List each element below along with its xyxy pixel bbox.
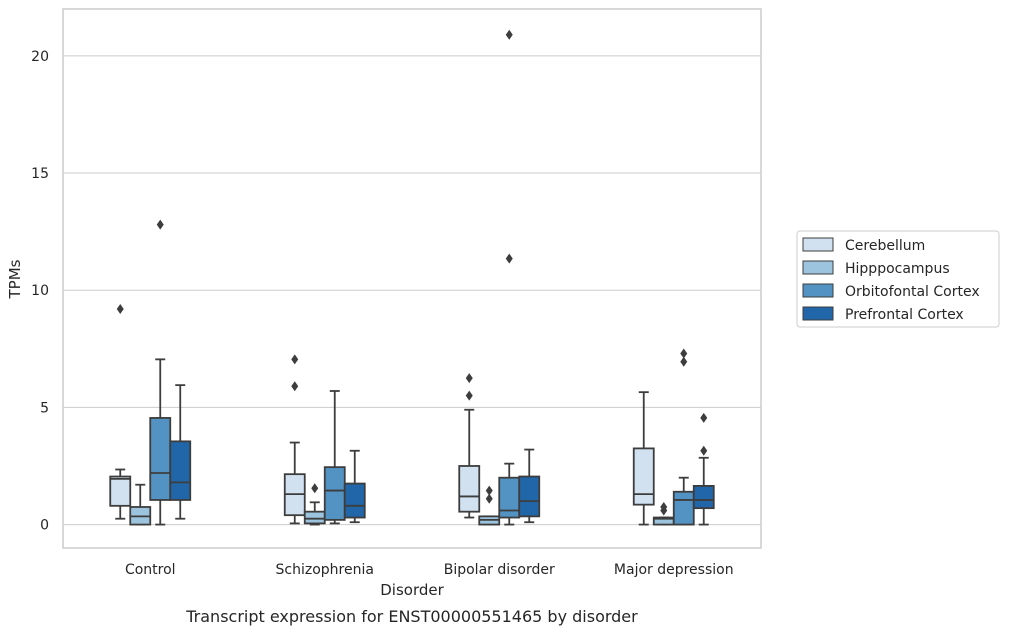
x-axis-label: Disorder: [380, 581, 444, 599]
legend-swatch: [802, 237, 834, 252]
box-body: [303, 510, 326, 525]
axes: 0 5 10 15 20 Control Schizophrenia Bipolar diso…: [31, 8, 762, 578]
legend-label: Prefrontal Cortex: [845, 307, 964, 323]
outlier-point: [505, 253, 513, 264]
outlier-point: [465, 373, 473, 384]
box-hipppocampus: [303, 483, 326, 526]
outlier-point: [700, 412, 708, 423]
legend-label: Orbitofontal Cortex: [845, 284, 980, 300]
outlier-point: [700, 445, 708, 456]
legend-swatch: [802, 260, 834, 275]
box-prefrontal-cortex: [692, 412, 715, 526]
box-body: [632, 447, 655, 506]
outlier-point: [156, 219, 164, 230]
box-body: [323, 466, 346, 521]
outlier-point: [680, 348, 688, 359]
box-orbitofontal-cortex: [323, 390, 346, 525]
box-series: [109, 29, 715, 526]
outlier-point: [291, 354, 299, 365]
y-axis-label: TPMs: [6, 259, 24, 299]
legend-frame: [796, 230, 1000, 328]
box-orbitofontal-cortex: [498, 29, 521, 526]
outlier-point: [680, 356, 688, 367]
box-cerebellum: [109, 303, 132, 520]
x-tick-label: Control: [125, 562, 176, 578]
x-tick-label: Major depression: [614, 562, 734, 578]
plot-frame: [62, 8, 762, 549]
outlier-point: [116, 303, 124, 314]
legend-label: Hipppocampus: [845, 261, 950, 277]
y-tick-label: 20: [31, 49, 49, 65]
box-prefrontal-cortex: [518, 448, 541, 524]
box-orbitofontal-cortex: [149, 219, 172, 526]
y-tick-label: 10: [31, 283, 49, 299]
legend-label: Cerebellum: [845, 238, 925, 254]
box-body: [169, 440, 192, 501]
y-tick-label: 15: [31, 166, 49, 182]
x-tick-label: Bipolar disorder: [444, 562, 555, 578]
legend-swatch: [802, 306, 834, 321]
box-cerebellum: [458, 373, 481, 519]
box-cerebellum: [632, 391, 655, 526]
box-body: [343, 482, 366, 519]
outlier-point: [660, 501, 668, 512]
box-prefrontal-cortex: [169, 384, 192, 520]
box-cerebellum: [283, 354, 306, 525]
box-body: [692, 484, 715, 510]
y-tick-label: 0: [40, 518, 49, 534]
box-hipppocampus: [129, 483, 152, 526]
box-body: [149, 417, 172, 501]
outlier-point: [485, 485, 493, 496]
outlier-point: [311, 483, 319, 494]
outlier-point: [505, 29, 513, 40]
box-body: [109, 475, 132, 507]
box-body: [498, 476, 521, 519]
box-body: [672, 490, 695, 526]
y-tick-label: 5: [40, 400, 49, 416]
box-body: [518, 475, 541, 518]
x-tick-label: Schizophrenia: [276, 562, 374, 578]
box-orbitofontal-cortex: [672, 348, 695, 526]
legend: Cerebellum Hipppocampus Orbitofontal Corte…: [796, 230, 1000, 328]
box-hipppocampus: [652, 501, 675, 526]
box-body: [458, 465, 481, 513]
box-prefrontal-cortex: [343, 449, 366, 524]
outlier-point: [291, 381, 299, 392]
outlier-point: [465, 390, 473, 401]
chart-caption: Transcript expression for ENST0000055146…: [185, 607, 638, 626]
box-hipppocampus: [478, 485, 501, 526]
outlier-point: [485, 493, 493, 504]
legend-swatch: [802, 283, 834, 298]
